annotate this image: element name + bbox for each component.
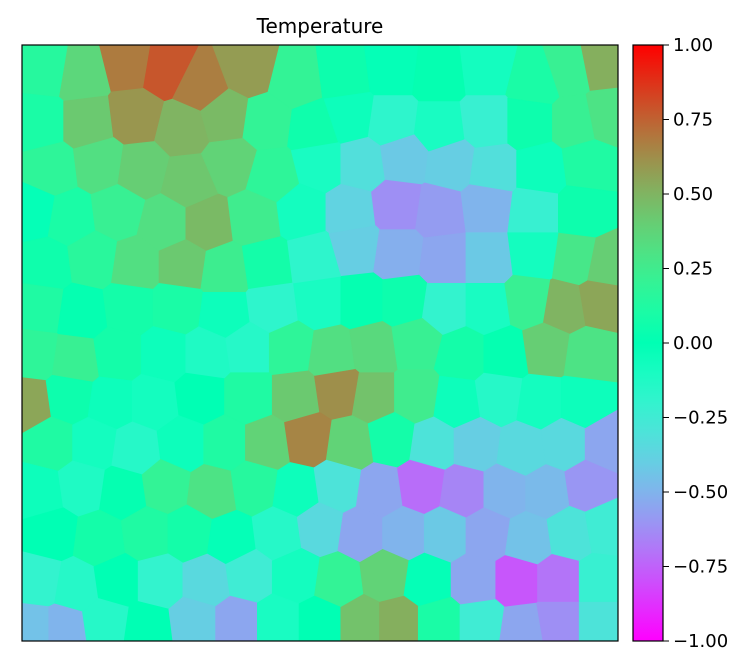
heatmap-cell [450, 553, 497, 606]
heatmap-cell [418, 232, 467, 284]
heatmap-cell [459, 95, 509, 149]
heatmap-cell [499, 602, 544, 641]
heatmap-cell [578, 601, 618, 641]
heatmap-cell [403, 552, 452, 607]
heatmap-cell [371, 179, 423, 231]
heatmap-cell [483, 325, 530, 380]
heatmap-cell [379, 595, 419, 641]
heatmap-cell [414, 182, 467, 239]
heatmap-cell [56, 282, 108, 340]
colorbar-ticks: 1.00 0.75 0.50 0.25 0.00 −0.25 −0.50 −0.75 −1.00 [663, 35, 728, 652]
heatmap-cell [522, 322, 571, 379]
heatmap-cell [495, 555, 538, 608]
plot-frame [21, 44, 619, 642]
heatmap-cell [340, 272, 383, 331]
colorbar-tick-label: −0.25 [673, 408, 728, 429]
heatmap-cell [580, 45, 618, 92]
colorbar-tick-label: −0.50 [673, 482, 728, 503]
heatmap-cell [349, 320, 399, 374]
heatmap-cell [307, 324, 356, 377]
heatmap-cell [469, 143, 518, 193]
chart-title: Temperature [256, 14, 384, 38]
heatmap-cell [22, 602, 50, 641]
heatmap-cell [93, 326, 142, 382]
heatmap-cell [140, 326, 187, 384]
heatmap-cell [363, 45, 420, 97]
heatmap-cell [507, 187, 559, 234]
colorbar-tick-label: −1.00 [673, 631, 728, 652]
heatmap-cell [507, 232, 560, 281]
heatmap-cell [465, 232, 514, 284]
heatmap-cell [423, 506, 467, 564]
heatmap-cell [516, 141, 568, 195]
colorbar-gradient [633, 45, 663, 641]
heatmap-cell [340, 136, 386, 193]
heatmap-cell [245, 414, 291, 471]
heatmap-cell [459, 599, 505, 641]
heatmap-cell [367, 411, 416, 469]
heatmap-cell [561, 139, 618, 193]
colorbar-tick-label: 1.00 [673, 35, 713, 56]
heatmap-cell [203, 414, 246, 472]
heatmap-cell [284, 412, 333, 469]
heatmap-cell [152, 282, 204, 336]
heatmap-cell [563, 325, 618, 384]
heatmap-cell [315, 45, 371, 100]
colorbar-tick-label: 0.25 [673, 259, 713, 280]
colorbar-tick-label: 0.00 [673, 333, 713, 354]
colorbar-tick-label: 0.75 [673, 110, 713, 131]
heatmap-cell [325, 183, 377, 235]
heatmap-cell [373, 229, 425, 281]
heatmap-cell [411, 45, 467, 103]
heatmap-cell [22, 282, 65, 335]
heatmap-cell [504, 510, 553, 566]
heatmap-cell [241, 236, 294, 290]
heatmap-cell [22, 236, 73, 290]
heatmap-cell [536, 601, 580, 641]
heatmap-cell [578, 552, 618, 603]
colorbar-tick-label: −0.75 [673, 557, 728, 578]
heatmap-cell [465, 507, 511, 562]
heatmap-cell [537, 554, 580, 603]
heatmap-cell [460, 184, 514, 234]
heatmap-cell [224, 372, 273, 426]
heatmap-cell [396, 459, 446, 515]
heatmap-cell [51, 334, 100, 383]
heatmap-cell [558, 185, 618, 239]
heatmap-cell [516, 373, 562, 431]
heatmap-cell [453, 416, 502, 473]
heatmap-cell [585, 87, 618, 149]
heatmap-cell [578, 280, 618, 334]
colorbar-tick-label: 0.50 [673, 184, 713, 205]
heatmap-cell [137, 553, 184, 610]
heatmap-layer [22, 45, 618, 641]
heatmap-cell [507, 97, 553, 152]
heatmap-cell [215, 595, 258, 641]
